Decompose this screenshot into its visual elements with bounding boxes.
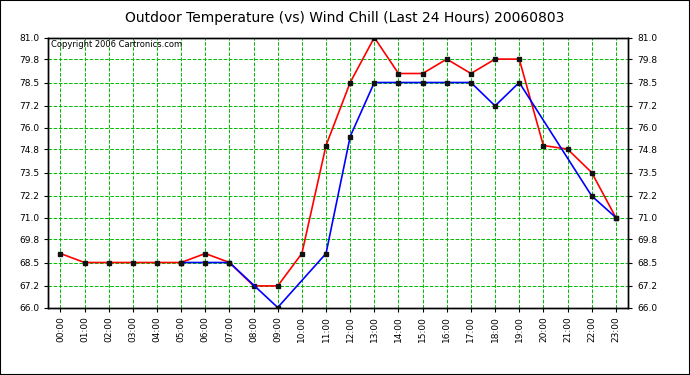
- Text: Outdoor Temperature (vs) Wind Chill (Last 24 Hours) 20060803: Outdoor Temperature (vs) Wind Chill (Las…: [126, 11, 564, 25]
- Text: Copyright 2006 Cartronics.com: Copyright 2006 Cartronics.com: [51, 40, 182, 49]
